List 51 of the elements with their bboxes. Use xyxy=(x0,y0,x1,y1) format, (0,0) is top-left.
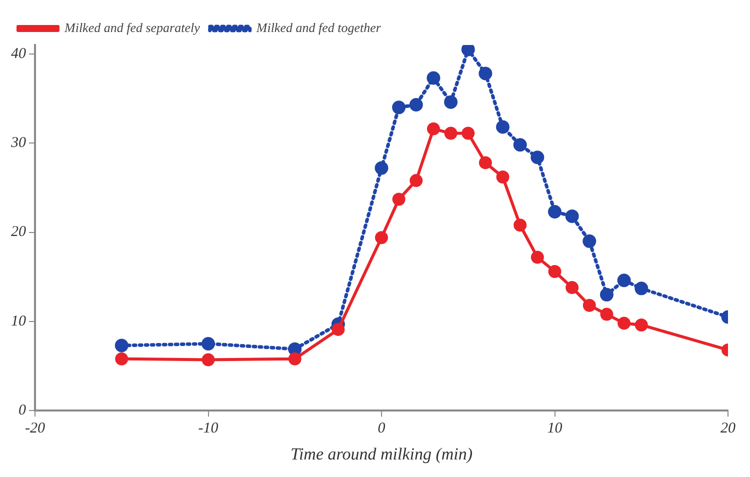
point xyxy=(392,100,406,114)
point xyxy=(478,66,492,80)
point xyxy=(332,322,345,336)
point xyxy=(582,298,596,312)
point xyxy=(617,274,631,288)
point xyxy=(444,126,458,140)
point xyxy=(426,71,440,85)
point xyxy=(565,209,579,223)
point xyxy=(375,231,388,244)
point xyxy=(566,281,579,294)
point xyxy=(514,218,527,232)
point xyxy=(618,316,631,330)
point xyxy=(530,150,544,164)
y-tick-label: 30 xyxy=(10,135,26,152)
point xyxy=(513,138,527,152)
point xyxy=(600,288,614,302)
x-tick-label: 20 xyxy=(720,420,736,437)
y-tick-label: 40 xyxy=(11,46,26,62)
point xyxy=(478,156,492,170)
x-tick-label: -20 xyxy=(25,420,46,437)
point xyxy=(634,318,648,332)
point xyxy=(548,264,562,278)
point xyxy=(634,282,648,296)
point xyxy=(392,192,406,206)
x-tick-label: -10 xyxy=(198,420,219,437)
point xyxy=(444,95,458,109)
point xyxy=(496,170,510,184)
point xyxy=(410,174,423,188)
legend-label: Milked and fed together xyxy=(255,20,382,35)
point xyxy=(114,338,128,352)
point xyxy=(115,352,128,366)
x-tick-label: 0 xyxy=(378,420,386,437)
point xyxy=(426,122,440,136)
point xyxy=(496,120,510,134)
x-axis-title: Time around milking (min) xyxy=(290,444,473,464)
y-tick-label: 20 xyxy=(11,224,26,240)
point xyxy=(374,161,388,175)
point xyxy=(462,126,475,140)
point xyxy=(600,308,614,321)
legend-label: Milked and fed separately xyxy=(64,20,200,35)
x-tick-label: 10 xyxy=(547,420,563,437)
point xyxy=(202,353,215,366)
point xyxy=(288,352,302,366)
point xyxy=(409,98,423,112)
point xyxy=(548,205,562,218)
y-tick-label: 10 xyxy=(11,313,26,330)
point xyxy=(288,342,302,356)
point xyxy=(202,336,215,350)
y-tick-label: 0 xyxy=(18,402,26,419)
point xyxy=(530,250,544,264)
point xyxy=(582,234,596,248)
